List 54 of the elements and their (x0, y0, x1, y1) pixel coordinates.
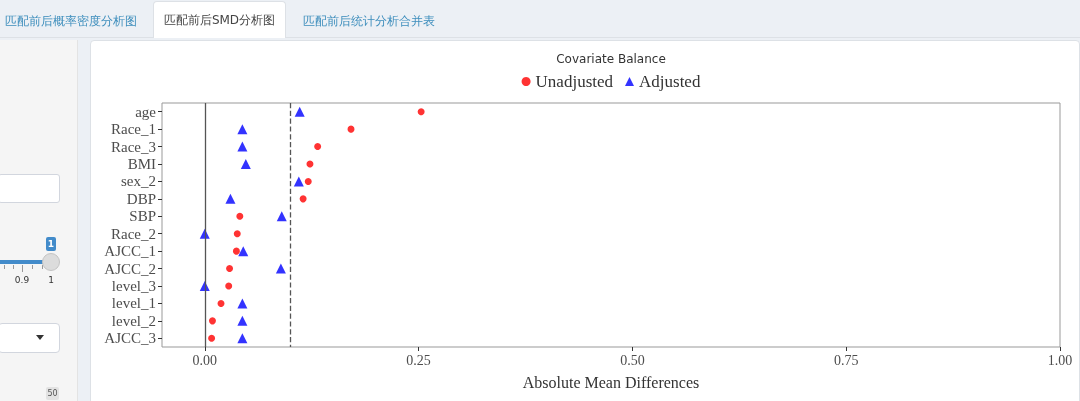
text: 匹配前后统计分析合并表 (303, 14, 435, 28)
y-tick-label: AJCC_3 (104, 330, 156, 347)
point (299, 195, 307, 203)
point (237, 298, 248, 309)
text: 0.9 (14, 275, 30, 285)
y-tick-label: AJCC_2 (104, 260, 156, 277)
y-tick-label: age (135, 103, 157, 120)
x-tick-label: 0.75 (833, 352, 859, 368)
point (208, 317, 216, 325)
x-axis-title: Absolute Mean Differences (522, 373, 700, 391)
x-tick-label: 1.00 (1047, 352, 1073, 368)
point (226, 265, 234, 273)
point (304, 177, 312, 185)
point (217, 299, 225, 307)
x-tick-label: 0.50 (620, 352, 645, 368)
y-tick-label: SBP (129, 208, 156, 225)
y-tick-label: level_2 (111, 312, 156, 329)
point (237, 315, 248, 326)
count-badge: 50 (46, 387, 59, 400)
point (417, 108, 425, 116)
point (314, 143, 322, 151)
point (238, 246, 249, 257)
text: 1 (48, 275, 54, 285)
y-tick-label: DBP (126, 190, 156, 207)
legend-label: Adjusted (639, 72, 701, 91)
y-tick-label: level_3 (111, 278, 156, 294)
slider-value-badge: 1 (46, 237, 56, 251)
chart-title: Covariate Balance (556, 52, 666, 66)
y-tick-label: level_1 (111, 295, 156, 312)
text: 匹配前后概率密度分析图 (5, 14, 137, 28)
legend-label: Unadjusted (535, 72, 614, 91)
point (237, 124, 248, 135)
x-tick-label: 0.00 (192, 352, 218, 368)
point (225, 193, 236, 204)
point (208, 334, 216, 342)
point (225, 282, 233, 290)
point (237, 141, 248, 152)
y-tick-label: AJCC_1 (104, 243, 156, 260)
y-tick-label: BMI (127, 156, 156, 172)
point (240, 159, 251, 169)
selected-tab: 匹配前后SMD分析图 (153, 1, 286, 38)
point (233, 230, 241, 238)
point (276, 211, 287, 222)
y-tick-label: Race_2 (111, 225, 156, 242)
x-tick-label: 0.25 (406, 352, 431, 368)
point (293, 176, 304, 187)
point (294, 106, 305, 117)
point (275, 263, 286, 274)
point (237, 333, 248, 344)
y-tick-label: Race_3 (111, 138, 156, 155)
y-tick-label: Race_1 (111, 121, 156, 138)
y-tick-label: sex_2 (121, 173, 156, 190)
point (236, 212, 244, 220)
point (232, 247, 240, 255)
